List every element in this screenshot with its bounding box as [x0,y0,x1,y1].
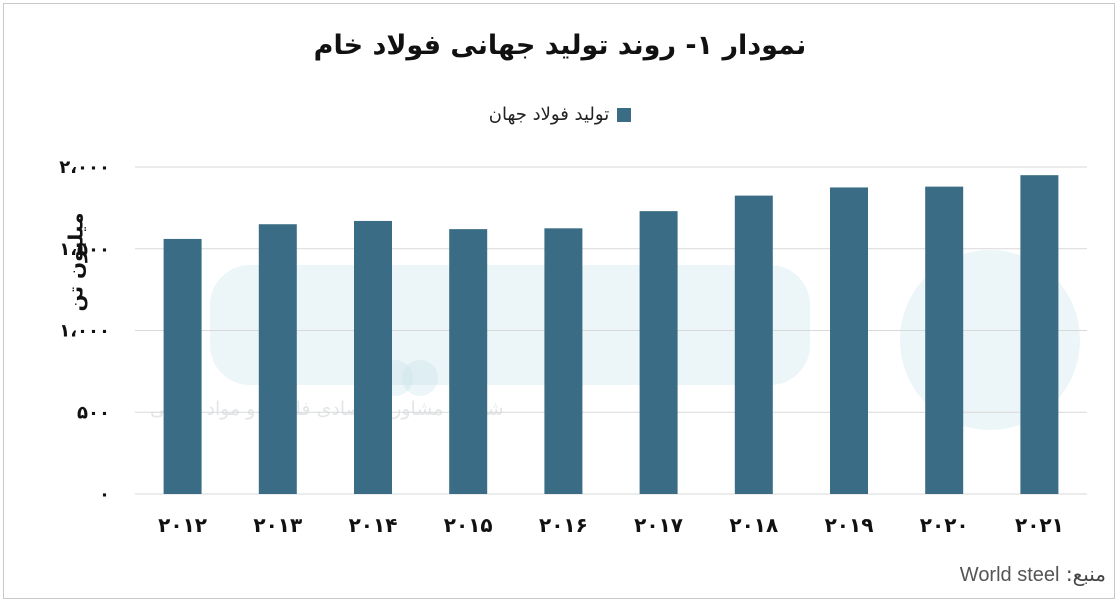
y-tick-label: ۱،۰۰۰ [59,321,110,342]
bar [1020,175,1059,495]
x-tick-label: ۲۰۲۱ [1015,513,1064,537]
bar [354,220,392,494]
bar [925,186,964,494]
x-tick-label: ۲۰۱۴ [349,513,398,537]
legend-swatch [617,107,632,122]
y-tick-label: ۱،۵۰۰ [59,239,110,260]
legend-label: تولید فولاد جهان [488,104,610,125]
bar [544,228,583,494]
source-value: World steel [959,564,1060,586]
y-tick-label: ۰ [99,484,110,505]
x-tick-label: ۲۰۱۹ [825,513,874,537]
x-tick-label: ۲۰۱۵ [444,513,493,537]
x-tick-label: ۲۰۱۳ [253,513,302,537]
y-tick-label: ۵۰۰ [77,402,110,423]
watermark-text: شرکت مشاوره‌اقتصادی فلزات و مواد معدنی [150,398,504,420]
chart-title: نمودار ۱- روند تولید جهانی فولاد خام [313,30,807,61]
legend: تولید فولاد جهان [0,104,1120,125]
bar [163,238,202,494]
source-label: منبع: [1065,562,1106,586]
x-tick-label: ۲۰۲۰ [920,513,969,537]
x-tick-label: ۲۰۱۸ [729,513,778,537]
y-tick-label: ۲،۰۰۰ [59,157,110,178]
chart-frame [3,3,1115,599]
bar [639,211,678,494]
bar [258,224,297,494]
x-tick-label: ۲۰۱۲ [158,513,207,537]
bar [734,195,773,495]
bar [830,187,868,494]
x-tick-label: ۲۰۱۶ [539,513,588,537]
source-note: منبع: World steel [960,562,1106,587]
bar [449,229,488,494]
x-tick-label: ۲۰۱۷ [634,513,683,537]
